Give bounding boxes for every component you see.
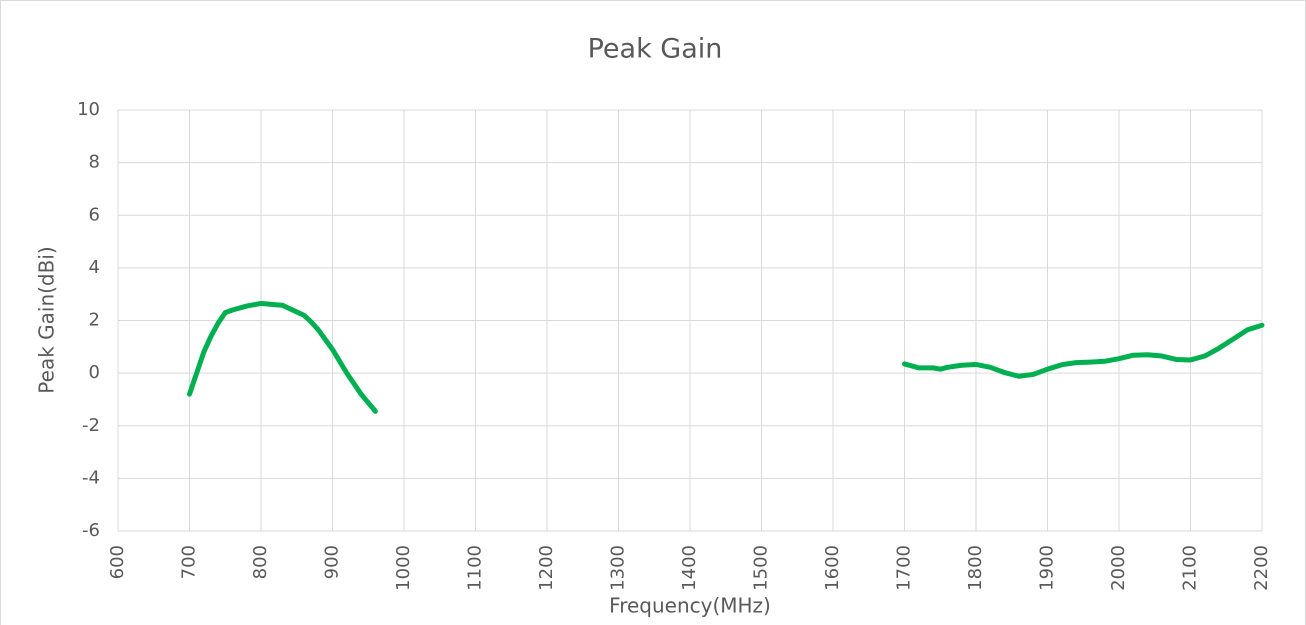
chart-title: Peak Gain (588, 34, 723, 65)
x-tick-label: 800 (250, 545, 271, 579)
x-tick-label: 1000 (393, 545, 414, 591)
x-tick-label: 700 (179, 545, 200, 579)
x-tick-label: 1100 (465, 545, 486, 591)
x-tick-label: 1600 (822, 545, 843, 591)
x-tick-label: 1200 (536, 545, 557, 591)
x-axis-label: Frequency(MHz) (609, 594, 771, 618)
y-tick-label: 0 (89, 362, 100, 383)
data-line (187, 300, 378, 414)
x-tick-label: 1400 (679, 545, 700, 591)
y-tick-label: 4 (89, 257, 100, 278)
x-tick-label: 1500 (751, 545, 772, 591)
data-line (902, 322, 1265, 379)
x-tick-label: 1900 (1037, 545, 1058, 591)
x-tick-label: 900 (322, 545, 343, 579)
x-tick-label: 1800 (965, 545, 986, 591)
x-tick-label: 2000 (1108, 545, 1129, 591)
x-tick-label: 1300 (608, 545, 629, 591)
y-axis-label: Peak Gain(dBi) (35, 246, 59, 393)
y-tick-label: 8 (89, 152, 100, 173)
x-tick-label: 1700 (894, 545, 915, 591)
x-tick-label: 2200 (1251, 545, 1272, 591)
x-tick-label: 600 (107, 545, 128, 579)
y-tick-label: -2 (82, 415, 100, 436)
y-tick-label: -4 (82, 467, 100, 488)
y-tick-label: 6 (89, 204, 100, 225)
y-tick-label: -6 (82, 520, 100, 541)
y-tick-label: 2 (89, 310, 100, 331)
y-tick-label: 10 (77, 99, 100, 120)
x-tick-label: 2100 (1180, 545, 1201, 591)
